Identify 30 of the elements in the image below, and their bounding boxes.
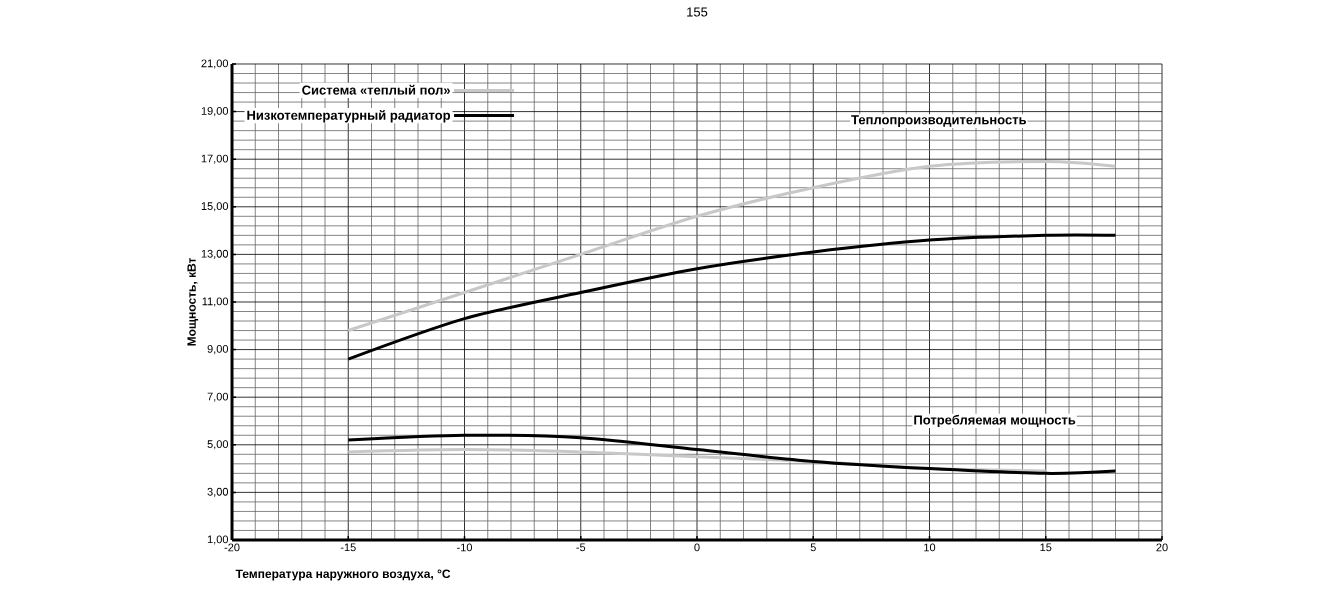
annotation: Теплопроизводительность bbox=[851, 115, 1027, 127]
x-tick-label: 0 bbox=[694, 543, 700, 552]
x-tick-label: 5 bbox=[810, 543, 816, 552]
line-series bbox=[346, 160, 1117, 333]
y-tick-label: 19,00 bbox=[201, 107, 229, 117]
y-tick-label: 17,00 bbox=[201, 154, 229, 164]
x-tick-label: 15 bbox=[1040, 543, 1052, 552]
y-tick-label: 9,00 bbox=[207, 345, 229, 355]
y-tick-label: 7,00 bbox=[207, 392, 229, 402]
x-tick-label: -5 bbox=[576, 543, 586, 552]
x-tick-label: -10 bbox=[457, 543, 473, 552]
y-axis-title: Мощность, кВт bbox=[187, 257, 199, 346]
line-series bbox=[346, 433, 1117, 475]
y-tick-label: 21,00 bbox=[201, 59, 229, 69]
x-axis-title: Температура наружного воздуха, °C bbox=[235, 569, 451, 581]
annotation: Потребляемая мощность bbox=[914, 414, 1076, 428]
y-tick-label: 15,00 bbox=[201, 202, 229, 212]
y-tick-label: 11,00 bbox=[202, 297, 229, 307]
y-tick-label: 13,00 bbox=[201, 249, 229, 259]
legend-label: Низкотемпературный радиатор bbox=[247, 110, 451, 123]
y-tick-label: 5,00 bbox=[207, 440, 229, 450]
x-tick-label: -15 bbox=[340, 543, 356, 552]
x-tick-label: -20 bbox=[224, 543, 240, 552]
x-tick-label: 20 bbox=[1156, 543, 1168, 552]
x-tick-label: 10 bbox=[924, 543, 936, 552]
legend-label: Система «теплый пол» bbox=[302, 84, 450, 95]
text: 155 bbox=[687, 7, 708, 17]
y-tick-label: 3,00 bbox=[207, 487, 229, 497]
line-series bbox=[346, 233, 1117, 361]
y-tick-label: 1,00 bbox=[207, 535, 229, 545]
